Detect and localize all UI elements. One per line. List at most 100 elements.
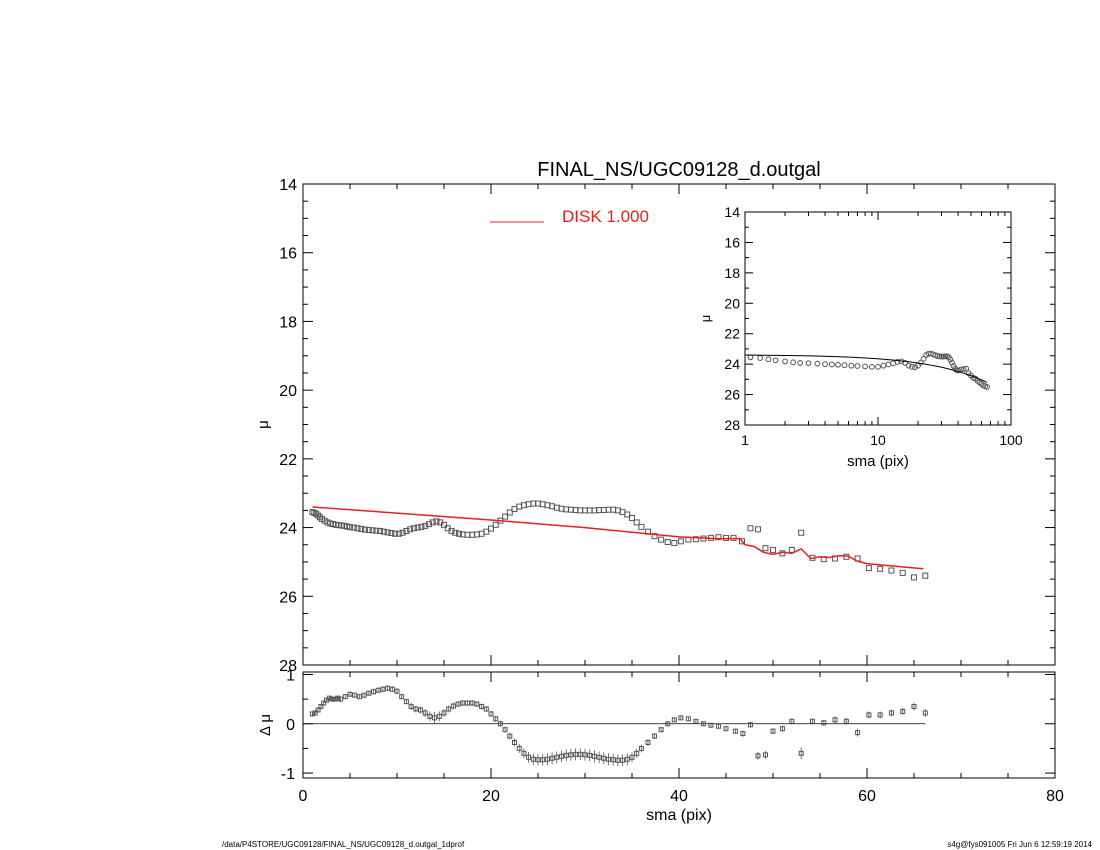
residual-data-point xyxy=(568,752,574,758)
main-y-tick-label: 16 xyxy=(279,246,297,263)
residual-data-point xyxy=(432,715,438,721)
residual-data-point xyxy=(502,727,508,733)
residual-data-points xyxy=(309,685,928,767)
main-data-point xyxy=(911,574,917,581)
inset-data-point xyxy=(814,360,821,367)
residual-data-point xyxy=(544,756,550,762)
residual-data-point xyxy=(888,710,894,716)
residual-data-point xyxy=(671,717,677,723)
residual-data-point xyxy=(493,716,499,722)
residual-data-point xyxy=(747,722,753,728)
residual-data-point xyxy=(549,755,555,761)
inset-x-axis-label: sma (pix) xyxy=(847,453,909,470)
residual-data-point xyxy=(629,754,635,760)
main-y-axis-label: μ xyxy=(255,420,272,429)
main-data-point xyxy=(899,569,906,576)
inset-data-point xyxy=(841,362,848,369)
inset-plot: μ sma (pix) 14 16 18 20 22 24 26 281 10 100 xyxy=(698,204,1023,470)
inset-data-point xyxy=(848,362,855,369)
inset-data-point xyxy=(920,355,927,362)
main-data-point xyxy=(309,509,316,516)
inset-data-point xyxy=(947,356,954,363)
main-data-point xyxy=(414,524,421,531)
residual-data-point xyxy=(577,751,583,757)
legend-label: DISK 1.000 xyxy=(562,207,649,226)
main-data-point xyxy=(762,545,769,552)
main-data-point xyxy=(651,533,658,540)
main-data-point xyxy=(316,514,323,521)
inset-plot-frame xyxy=(744,211,1012,426)
disk-model-series-line xyxy=(312,506,924,570)
inset-y-tick-label: 28 xyxy=(724,417,740,433)
main-data-point xyxy=(738,538,745,545)
residual-data-point xyxy=(582,752,588,758)
residual-data-point xyxy=(446,706,452,712)
main-data-point xyxy=(506,509,513,516)
residual-data-point xyxy=(821,720,827,726)
inset-data-point xyxy=(902,360,909,366)
residual-data-point xyxy=(610,757,616,763)
residual-data-point xyxy=(422,710,428,716)
residual-data-point xyxy=(450,703,456,709)
main-data-point xyxy=(429,519,436,526)
main-data-point xyxy=(418,523,425,530)
main-data-point xyxy=(407,526,414,533)
residual-data-point xyxy=(678,715,684,721)
residual-data-point xyxy=(469,700,475,706)
main-data-point xyxy=(677,538,684,545)
main-data-point xyxy=(888,567,895,574)
residual-data-point xyxy=(563,752,569,758)
residual-data-point xyxy=(762,752,768,758)
residual-data-point xyxy=(606,756,611,762)
main-data-point xyxy=(692,536,699,543)
inset-data-point xyxy=(828,361,835,368)
residual-data-point xyxy=(866,712,872,718)
residual-data-point xyxy=(375,687,381,693)
main-data-point xyxy=(441,521,447,528)
residual-data-point xyxy=(318,704,324,710)
main-data-point xyxy=(354,525,361,532)
residual-data-point xyxy=(465,700,470,706)
main-data-point xyxy=(347,524,353,531)
main-y-tick-label: 18 xyxy=(279,314,297,331)
residual-data-point xyxy=(321,700,327,706)
residual-data-point xyxy=(479,704,485,710)
residual-data-point xyxy=(329,696,335,702)
main-data-point xyxy=(922,572,929,579)
residual-data-point xyxy=(658,727,664,733)
main-data-point xyxy=(492,521,499,528)
residual-plot-frame xyxy=(302,671,1056,779)
inset-data-point xyxy=(765,356,772,363)
inset-data-point xyxy=(909,363,915,370)
inset-data-point xyxy=(936,353,943,360)
residual-data-point xyxy=(832,717,838,723)
inset-data-point xyxy=(875,363,881,370)
residual-data-point xyxy=(685,716,691,722)
main-data-point xyxy=(629,514,635,521)
residual-data-point xyxy=(399,694,405,700)
main-data-point xyxy=(456,530,463,537)
residual-data-point xyxy=(645,740,651,746)
residual-data-point xyxy=(507,733,513,739)
inset-data-point xyxy=(912,364,918,371)
main-data-point xyxy=(422,522,429,529)
residual-data-point xyxy=(554,754,560,760)
residual-data-point xyxy=(900,708,906,714)
inset-y-tick-label: 14 xyxy=(724,204,740,220)
main-data-point xyxy=(425,521,432,528)
residual-data-point xyxy=(732,728,738,734)
main-data-point xyxy=(452,529,459,536)
main-data-point xyxy=(315,512,322,519)
footer-timestamp: s4g@fys091005 Fri Jun 6 12:59:19 2014 xyxy=(947,840,1092,849)
main-data-point xyxy=(392,530,399,537)
inset-data-point xyxy=(862,363,869,370)
inset-data-point xyxy=(835,361,841,368)
residual-data-point xyxy=(366,690,372,696)
residual-data-point xyxy=(530,756,536,762)
residual-data-point xyxy=(512,740,517,746)
main-data-point xyxy=(664,539,671,546)
main-data-point xyxy=(365,526,372,533)
inset-data-point xyxy=(934,353,941,359)
main-data-point xyxy=(448,528,455,535)
